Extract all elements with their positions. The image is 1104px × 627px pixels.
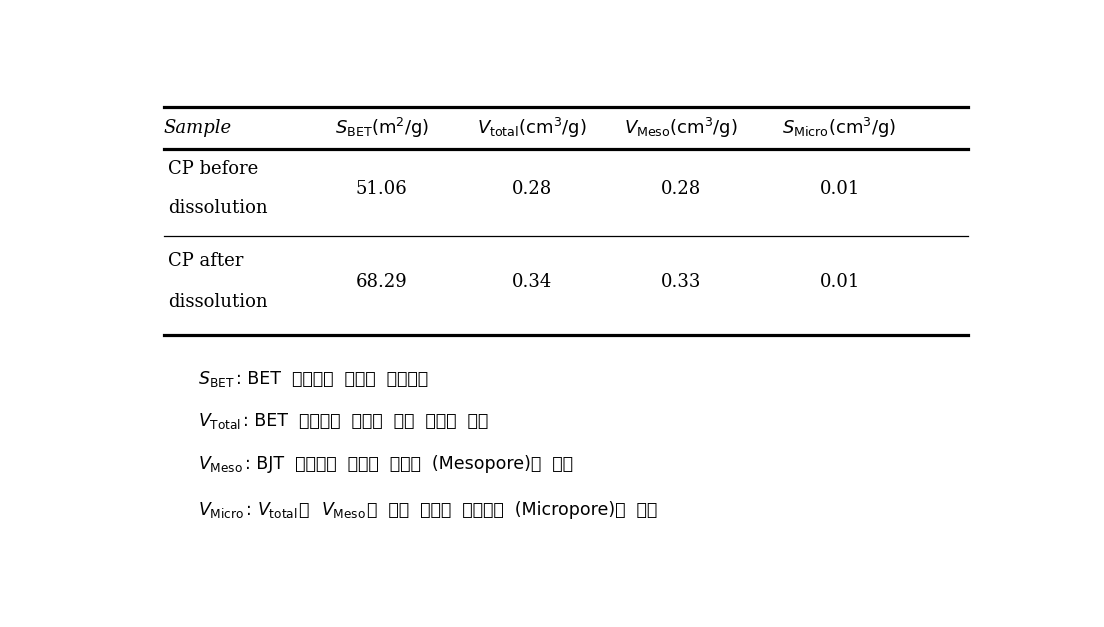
Text: 의  차로  계산된  미세기공  (Micropore)의  부피: 의 차로 계산된 미세기공 (Micropore)의 부피: [368, 501, 658, 519]
Text: 0.34: 0.34: [511, 273, 552, 291]
Text: $\mathit{V}_{\mathrm{total}}(\mathrm{cm^{3}/g})$: $\mathit{V}_{\mathrm{total}}(\mathrm{cm^…: [477, 115, 586, 140]
Text: $\mathit{S}_{\mathrm{Micro}}(\mathrm{cm^{3}/g})$: $\mathit{S}_{\mathrm{Micro}}(\mathrm{cm^…: [783, 115, 896, 140]
Text: $\mathit{V}_{\mathrm{Micro}}$: $\mathit{V}_{\mathrm{Micro}}$: [198, 500, 244, 520]
Text: $\mathit{S}_{\mathrm{BET}}$: $\mathit{S}_{\mathrm{BET}}$: [198, 369, 234, 389]
Text: 68.29: 68.29: [355, 273, 407, 291]
Text: 0.01: 0.01: [819, 180, 860, 198]
Text: CP after: CP after: [168, 252, 243, 270]
Text: $\mathit{V}_{\mathrm{total}}$: $\mathit{V}_{\mathrm{total}}$: [257, 500, 298, 520]
Text: : BET  방법으로  측정된  전체  기공의  부피: : BET 방법으로 측정된 전체 기공의 부피: [243, 413, 488, 430]
Text: 와: 와: [299, 501, 321, 519]
Text: 0.01: 0.01: [819, 273, 860, 291]
Text: $\mathit{V}_{\mathrm{Total}}$: $\mathit{V}_{\mathrm{Total}}$: [198, 411, 241, 431]
Text: $\mathit{V}_{\mathrm{Meso}}(\mathrm{cm^{3}/g})$: $\mathit{V}_{\mathrm{Meso}}(\mathrm{cm^{…: [625, 115, 739, 140]
Text: 0.33: 0.33: [661, 273, 701, 291]
Text: CP before: CP before: [168, 161, 258, 179]
Text: : BET  방법으로  측정된  비표면적: : BET 방법으로 측정된 비표면적: [236, 371, 428, 388]
Text: $\mathit{V}_{\mathrm{Meso}}$: $\mathit{V}_{\mathrm{Meso}}$: [198, 454, 243, 474]
Text: 51.06: 51.06: [355, 180, 407, 198]
Text: $\mathit{S}_{\mathrm{BET}}(\mathrm{m^{2}/g})$: $\mathit{S}_{\mathrm{BET}}(\mathrm{m^{2}…: [335, 115, 429, 140]
Text: dissolution: dissolution: [168, 199, 267, 217]
Text: :: :: [246, 501, 257, 519]
Text: Sample: Sample: [163, 119, 232, 137]
Text: : BJT  방법으로  측정된  중기공  (Mesopore)의  부피: : BJT 방법으로 측정된 중기공 (Mesopore)의 부피: [245, 455, 573, 473]
Text: $\mathit{V}_{\mathrm{Meso}}$: $\mathit{V}_{\mathrm{Meso}}$: [321, 500, 365, 520]
Text: 0.28: 0.28: [661, 180, 701, 198]
Text: 0.28: 0.28: [511, 180, 552, 198]
Text: dissolution: dissolution: [168, 293, 267, 311]
